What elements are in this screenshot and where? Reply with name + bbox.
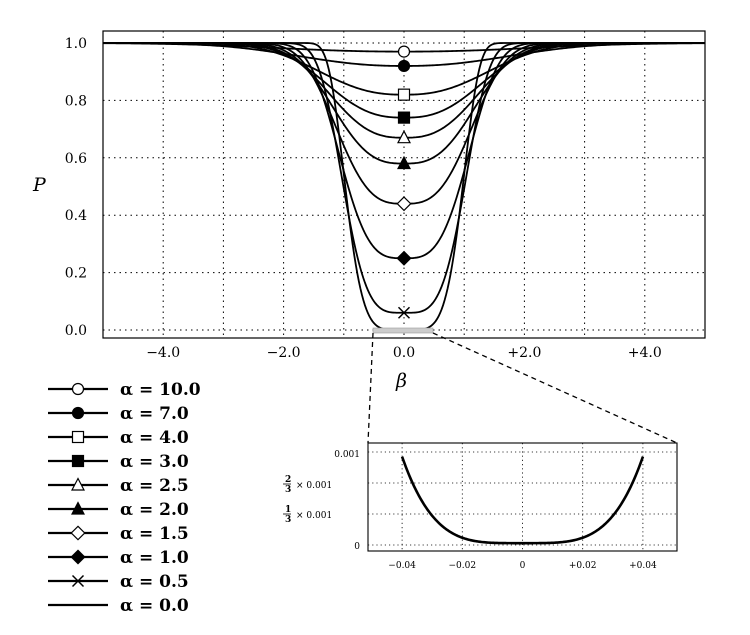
x-tick-label: +2.0 (507, 345, 541, 361)
series-marker (397, 111, 411, 124)
inset-x-tick-label: −0.04 (388, 561, 416, 571)
inset-y-tick-labels: 0.001 2 3 × 0.001 1 3 × 0.001 0 (283, 450, 360, 552)
fraction-2-3-den: 3 (285, 485, 291, 495)
inset-y-tick-one-third: 1 3 × 0.001 (283, 505, 332, 525)
y-tick-label: 0.0 (65, 323, 87, 339)
legend: α = 10.0 α = 7.0 α = 4.0 α = 3.0 α = 2.5 α = … (48, 380, 201, 616)
inset-x-tick-label: +0.04 (629, 561, 657, 571)
zoom-connector (367, 327, 678, 444)
fraction-1-3-den: 3 (285, 515, 291, 525)
zoom-region (372, 327, 434, 334)
series-marker (397, 59, 411, 73)
y-tick-label: 0.8 (65, 93, 87, 109)
legend-label: α = 1.5 (120, 524, 189, 544)
inset-y-tick-0: 0 (354, 542, 360, 552)
main-grid (103, 31, 705, 338)
series-marker (71, 454, 85, 468)
series-marker (396, 250, 412, 266)
inset-y-tick-one-third-suffix: × 0.001 (296, 511, 332, 521)
legend-label: α = 7.0 (120, 404, 189, 424)
x-axis-label: β (395, 370, 407, 392)
legend-label: α = 2.0 (120, 500, 189, 520)
main-y-tick-labels: 0.0 0.2 0.4 0.6 0.8 1.0 (65, 36, 87, 339)
zoom-line-left (367, 332, 374, 444)
x-tick-label: −4.0 (146, 345, 180, 361)
legend-label: α = 0.5 (120, 572, 189, 592)
inset-x-tick-label: 0 (520, 561, 526, 571)
y-tick-label: 0.4 (65, 208, 87, 224)
series-marker (397, 306, 411, 319)
y-tick-label: 0.2 (65, 266, 87, 282)
main-x-tick-labels: −4.0 −2.0 0.0 +2.0 +4.0 (146, 345, 662, 361)
inset-y-tick-0.001: 0.001 (334, 450, 360, 460)
x-tick-label: +4.0 (628, 345, 662, 361)
fraction-2-3-num: 2 (285, 475, 291, 485)
inset-x-tick-label: −0.02 (449, 561, 477, 571)
legend-entry: α = 0.0 (48, 596, 189, 616)
legend-label: α = 0.0 (120, 596, 189, 616)
series-marker (71, 477, 85, 491)
main-plot-frame (102, 30, 706, 339)
series-marker (397, 129, 411, 144)
series-marker (71, 501, 85, 515)
legend-entry: α = 3.0 (48, 452, 189, 472)
legend-entry: α = 10.0 (48, 380, 201, 400)
x-tick-label: 0.0 (393, 345, 415, 361)
fraction-1-3-num: 1 (285, 505, 291, 515)
legend-entry: α = 0.5 (48, 572, 189, 592)
series-marker (70, 549, 86, 565)
series-marker (71, 430, 85, 444)
legend-label: α = 1.0 (120, 548, 189, 568)
legend-entry: α = 7.0 (48, 404, 189, 424)
series-marker (71, 574, 85, 588)
series-marker (396, 196, 412, 212)
legend-label: α = 3.0 (120, 452, 189, 472)
legend-label: α = 10.0 (120, 380, 201, 400)
inset-series-line (400, 456, 645, 545)
inset-x-tick-label: +0.02 (569, 561, 597, 571)
series-marker (71, 382, 85, 396)
y-axis-label: P (32, 174, 47, 196)
legend-label: α = 4.0 (120, 428, 189, 448)
inset-y-tick-two-thirds: 2 3 × 0.001 (283, 475, 332, 495)
legend-entry: α = 2.0 (48, 500, 189, 520)
inset-x-tick-labels: −0.04 −0.02 0 +0.02 +0.04 (388, 561, 657, 571)
series-marker (397, 155, 411, 170)
inset-plot-frame (367, 442, 678, 552)
series-marker (397, 45, 411, 58)
inset-y-tick-two-thirds-suffix: × 0.001 (296, 481, 332, 491)
main-markers (396, 45, 412, 319)
legend-label: α = 2.5 (120, 476, 189, 496)
legend-entry: α = 4.0 (48, 428, 189, 448)
series-marker (71, 406, 85, 420)
series-marker (397, 88, 411, 101)
legend-entry: α = 2.5 (48, 476, 189, 496)
legend-entry: α = 1.5 (48, 524, 189, 544)
legend-entry: α = 1.0 (48, 548, 189, 568)
x-tick-label: −2.0 (267, 345, 301, 361)
series-marker (70, 525, 86, 541)
y-tick-label: 1.0 (65, 36, 87, 52)
inset-curve (400, 456, 645, 545)
inset-grid (368, 443, 677, 551)
y-tick-label: 0.6 (65, 151, 87, 167)
